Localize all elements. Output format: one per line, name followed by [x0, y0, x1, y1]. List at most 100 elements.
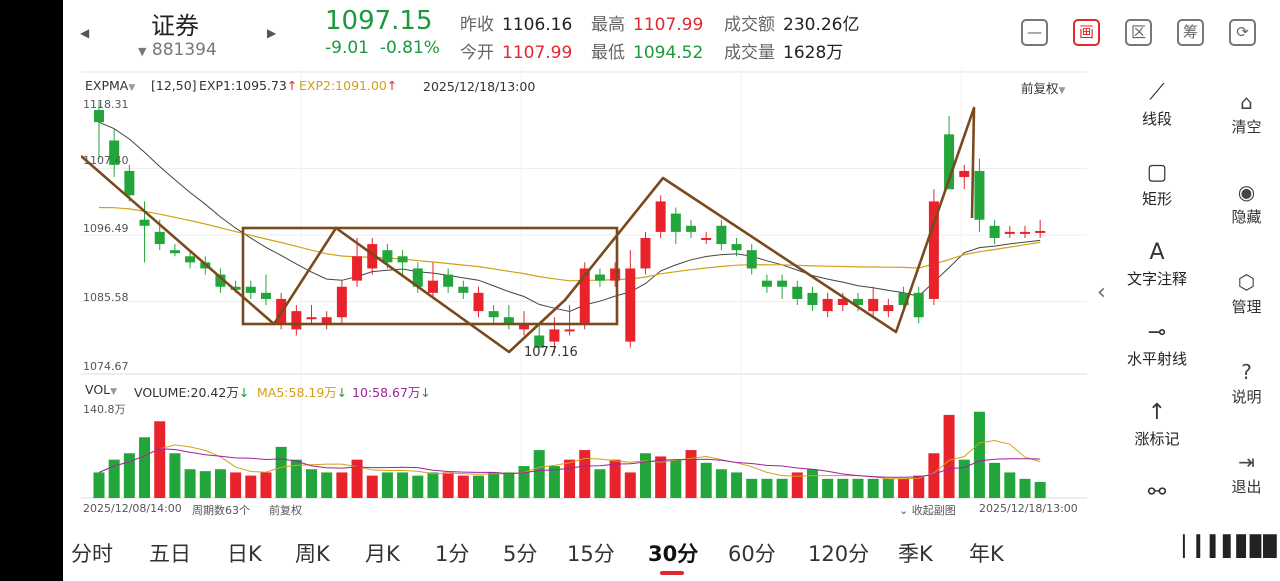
vol-indicator-selector[interactable]: VOL▼: [85, 382, 117, 397]
candle: [594, 268, 605, 287]
quote-field: 昨收 1106.16: [460, 10, 572, 35]
indicator-selector[interactable]: EXPMA▼: [85, 78, 135, 93]
volume-bar: [154, 421, 166, 498]
help-button[interactable]: ? 说明: [1213, 358, 1280, 407]
volume-bar: [685, 450, 697, 498]
candle: [291, 305, 302, 336]
candle: [534, 323, 545, 348]
extra-tool[interactable]: ⚯: [1122, 478, 1192, 540]
indicator-params: [12,50]: [151, 78, 197, 93]
volume-bar: [214, 469, 226, 498]
volume-bar: [700, 462, 712, 498]
volume-bar: [624, 472, 636, 498]
vol-ma10-line: [98, 448, 1041, 478]
hide-button[interactable]: ◉ 隐藏: [1213, 178, 1280, 227]
line-segment-tool[interactable]: ⟋ 线段: [1122, 78, 1192, 140]
tab-period[interactable]: 15分: [567, 542, 615, 566]
volume-bar: [989, 462, 1001, 498]
draw-mode-icon[interactable]: 画: [1073, 19, 1100, 46]
tab-period[interactable]: 周K: [295, 542, 330, 566]
vol-indicator-name: VOL: [85, 382, 111, 397]
volume-bar: [639, 453, 651, 498]
collapse-panel-icon[interactable]: ‹: [1097, 280, 1106, 305]
tab-period[interactable]: 60分: [728, 542, 776, 566]
tab-period[interactable]: 月K: [365, 542, 400, 566]
volume-bar: [139, 437, 151, 498]
candle: [610, 262, 621, 287]
volume-bar: [913, 475, 925, 498]
candle: [731, 237, 742, 257]
tab-period[interactable]: 日K: [227, 542, 262, 566]
rectangle-tool[interactable]: ▢ 矩形: [1122, 158, 1192, 220]
clear-button[interactable]: ⌂ 清空: [1213, 88, 1280, 137]
change-value: -9.01: [325, 38, 369, 58]
candle: [94, 102, 104, 159]
next-stock-icon[interactable]: ▶: [267, 26, 277, 40]
y-tick: 1118.31: [83, 98, 129, 111]
exit-button[interactable]: ⇥ 退出: [1213, 448, 1280, 497]
tab-period[interactable]: 120分: [808, 542, 870, 566]
chevron-down-icon: ▼: [1058, 86, 1066, 96]
candle: [458, 280, 469, 299]
y-tick: 1074.67: [83, 360, 129, 373]
y-tick: 1096.49: [83, 222, 129, 235]
candle: [686, 219, 697, 238]
down-arrow-icon: ↓: [420, 385, 431, 400]
ma5-value: MA5:58.19万↓: [257, 382, 347, 401]
chevron-down-icon: ▼: [128, 83, 136, 93]
volume-bar: [503, 472, 515, 498]
candle: [185, 250, 196, 269]
tab-period[interactable]: 5分: [503, 542, 538, 566]
quote-value: 1107.99: [502, 43, 573, 63]
exp2-text: EXP2:1091.00: [299, 78, 387, 93]
volume-bar: [275, 446, 287, 498]
down-arrow-icon: ↓: [238, 385, 250, 400]
candle: [352, 237, 363, 287]
volume-bar: [488, 472, 500, 498]
stock-code[interactable]: ▼ 881394: [138, 40, 217, 60]
volume-bar: [245, 475, 257, 498]
down-arrow-icon: ↓: [336, 385, 348, 400]
volume-bar: [1019, 478, 1031, 498]
volume-bar: [336, 472, 348, 498]
tab-period[interactable]: 年K: [969, 542, 1004, 566]
tab-period[interactable]: 分时: [71, 542, 113, 566]
candlestick-chart[interactable]: [81, 68, 1087, 520]
region-icon[interactable]: 区: [1125, 19, 1152, 46]
tab-period[interactable]: 30分: [648, 542, 699, 566]
candle: [868, 286, 879, 318]
action-label: 清空: [1231, 118, 1262, 136]
volume-bar: [230, 472, 242, 498]
candle: [321, 311, 332, 330]
quote-header: ◀ ▶ 证券 ▼ 881394 1097.15 -9.01 -0.81% 昨收 1…: [63, 0, 1280, 68]
prev-stock-icon[interactable]: ◀: [80, 26, 90, 40]
candle: [215, 268, 226, 293]
minimize-icon[interactable]: —: [1021, 19, 1048, 46]
up-mark-tool[interactable]: ↑ 涨标记: [1122, 398, 1192, 460]
chips-icon[interactable]: 筹: [1177, 19, 1204, 46]
candle: [1035, 219, 1046, 238]
adjust-label: 前复权: [269, 504, 302, 517]
last-price: 1097.15: [325, 6, 433, 36]
chart-area[interactable]: EXPMA▼ [12,50] EXP1:1095.73↑ EXP2:1091.0…: [81, 68, 1087, 520]
exp1-line: [98, 121, 1041, 313]
adjust-text: 前复权: [1021, 81, 1059, 96]
volume-bar: [867, 478, 879, 498]
tab-period[interactable]: 五日: [149, 542, 191, 566]
horizontal-ray-tool[interactable]: ⊸ 水平射线: [1122, 318, 1192, 380]
extra-tool-icon: ⚯: [1147, 480, 1167, 505]
quote-key: 今开: [460, 43, 494, 63]
quote-key: 成交量: [724, 43, 775, 63]
adjust-selector[interactable]: 前复权▼: [1021, 78, 1065, 97]
text-note-tool[interactable]: A 文字注释: [1122, 238, 1192, 300]
collapse-subchart-button[interactable]: ⌄ 收起副图: [899, 502, 956, 518]
tab-period[interactable]: 1分: [435, 542, 470, 566]
tab-period[interactable]: 季K: [898, 542, 933, 566]
rotate-screen-icon[interactable]: ⟳: [1229, 19, 1256, 46]
candle: [746, 244, 757, 275]
manage-button[interactable]: ⬡ 管理: [1213, 268, 1280, 317]
quote-value: 1094.52: [633, 43, 704, 63]
candle: [959, 164, 970, 190]
candle: [1004, 225, 1015, 238]
volume-bar: [108, 459, 120, 498]
